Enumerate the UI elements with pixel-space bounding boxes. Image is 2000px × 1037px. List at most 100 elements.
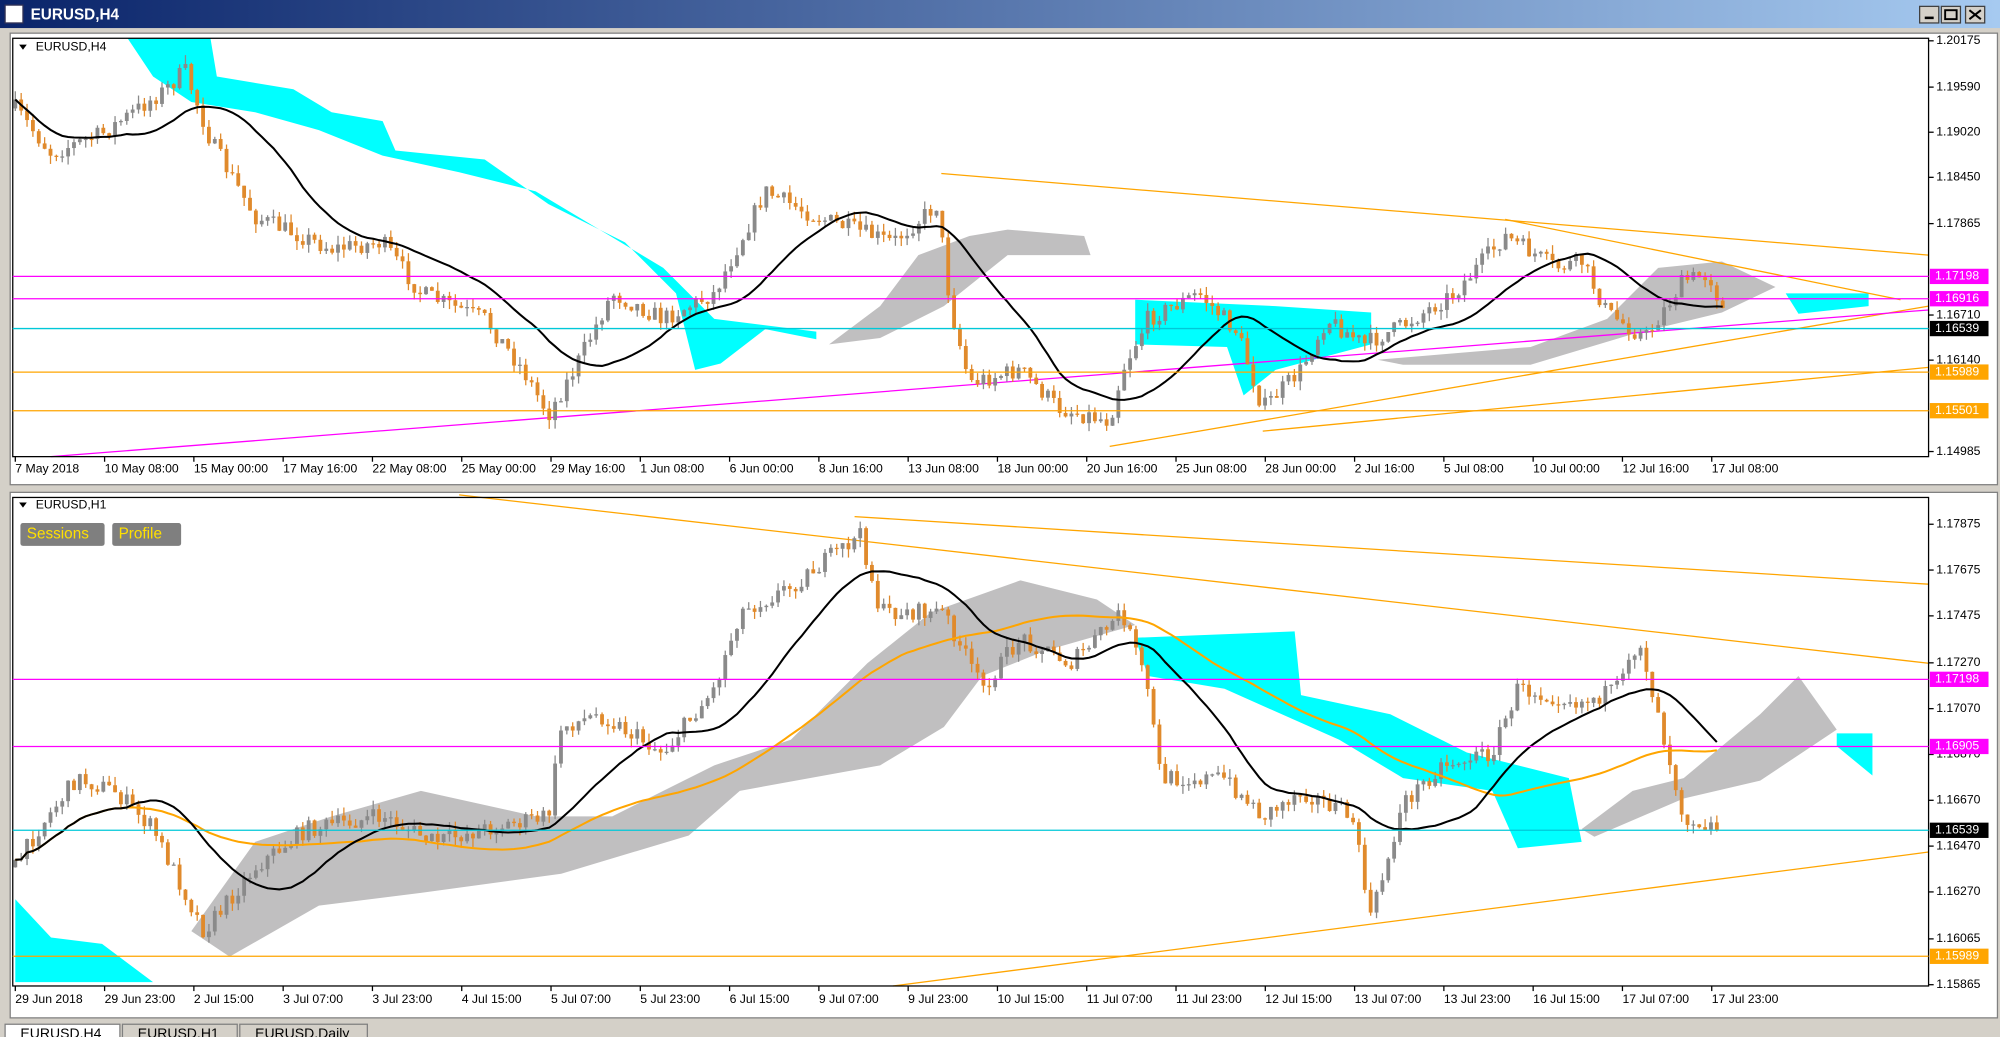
- candle-body: [1245, 338, 1250, 365]
- tab-label[interactable]: EURUSD,H4: [20, 1025, 101, 1037]
- candle-body: [1427, 307, 1432, 314]
- minimize-button[interactable]: [1919, 5, 1940, 24]
- candle-body: [1521, 683, 1526, 685]
- price-label: 1.20175: [1936, 33, 1980, 47]
- tab[interactable]: [4, 1023, 121, 1037]
- cloud: [1135, 299, 1372, 396]
- candle-body: [1110, 417, 1115, 426]
- candle-body: [1087, 412, 1091, 424]
- candle-body: [212, 139, 217, 144]
- candle-body: [283, 222, 288, 231]
- tab[interactable]: [121, 1023, 238, 1037]
- candle-body: [1210, 774, 1215, 776]
- candle-body: [1462, 762, 1467, 764]
- candle-body: [817, 571, 822, 574]
- button-label[interactable]: Profile: [119, 525, 162, 542]
- moving-average: [15, 614, 1717, 861]
- candle-body: [512, 821, 516, 824]
- candle-body: [782, 192, 786, 198]
- candle-body: [459, 837, 464, 842]
- candle-body: [1579, 254, 1584, 265]
- candle-body: [870, 564, 874, 581]
- candle-body: [576, 355, 581, 377]
- candle-body: [946, 609, 951, 616]
- candle-body: [318, 829, 323, 836]
- candle-body: [1298, 795, 1303, 797]
- candle-body: [447, 830, 452, 835]
- button[interactable]: [20, 522, 105, 546]
- candle-body: [60, 156, 65, 158]
- candle-body: [705, 698, 710, 707]
- candle-body: [77, 774, 82, 791]
- candle-body: [694, 718, 698, 721]
- candle-body: [758, 607, 763, 612]
- tab[interactable]: [239, 1023, 368, 1037]
- candle-body: [1368, 332, 1373, 344]
- candle-body: [72, 780, 76, 791]
- candle-body: [1274, 396, 1279, 398]
- icon: [1944, 9, 1958, 21]
- candle-body: [1486, 749, 1490, 762]
- candle-body: [195, 90, 200, 106]
- candle-body: [1180, 297, 1185, 310]
- candle-body: [916, 223, 921, 234]
- candle-body: [1081, 414, 1086, 424]
- candle-body: [1374, 332, 1379, 346]
- candle-body: [230, 172, 235, 174]
- candle-body: [559, 401, 563, 403]
- candle-body: [1450, 765, 1455, 767]
- candle-body: [811, 569, 816, 574]
- candle-body: [1562, 268, 1567, 270]
- candle-body: [570, 726, 575, 731]
- candle-body: [1650, 330, 1655, 332]
- candle-body: [1057, 397, 1062, 413]
- candle-body: [1040, 383, 1045, 398]
- tab-strip: [0, 1020, 2000, 1037]
- candle-body: [183, 64, 188, 68]
- price-marker-text: 1.16539: [1935, 823, 1979, 837]
- candle-body: [1327, 798, 1332, 811]
- tab-label[interactable]: EURUSD,H1: [138, 1025, 219, 1037]
- candle-body: [582, 341, 587, 356]
- trend-line: [854, 515, 1929, 585]
- button-label[interactable]: Sessions: [27, 525, 89, 542]
- candle-body: [1585, 701, 1590, 703]
- candle-body: [858, 221, 863, 230]
- time-label: 13 Jun 08:00: [908, 462, 979, 476]
- candle-body: [130, 794, 135, 805]
- candle-body: [735, 628, 739, 641]
- candle-body: [588, 339, 593, 342]
- price-label: 1.19020: [1936, 124, 1980, 138]
- candle-body: [259, 869, 264, 871]
- candle-body: [1315, 795, 1320, 805]
- candle-body: [711, 292, 716, 304]
- candle-body: [1175, 306, 1179, 310]
- candle-body: [740, 240, 745, 256]
- candle-body: [958, 327, 962, 347]
- candle-body: [330, 819, 335, 824]
- tab-label[interactable]: EURUSD,Daily: [255, 1025, 349, 1037]
- candle-body: [1310, 801, 1314, 805]
- candle-body: [1163, 763, 1168, 784]
- button[interactable]: [112, 522, 182, 546]
- candle-body: [1087, 647, 1091, 650]
- candle-body: [1679, 790, 1684, 815]
- time-label: 12 Jul 16:00: [1622, 462, 1689, 476]
- candle-body: [1503, 233, 1508, 250]
- time-label: 2 Jul 16:00: [1355, 462, 1415, 476]
- time-label: 5 Jul 23:00: [640, 992, 700, 1006]
- candle-body: [13, 859, 18, 868]
- candle-body: [823, 552, 827, 572]
- candle-body: [312, 820, 317, 836]
- candle-body: [594, 714, 599, 716]
- candle-body: [48, 148, 53, 156]
- candle-body: [787, 192, 792, 204]
- panel-menu-arrow: [19, 502, 27, 508]
- candle-body: [682, 310, 687, 317]
- candle-body: [347, 820, 352, 826]
- chart-panel: [9, 32, 1999, 486]
- candle-body: [905, 609, 910, 616]
- window-title: EURUSD,H4: [31, 6, 120, 23]
- candle-body: [218, 139, 223, 149]
- candle-body: [963, 645, 968, 649]
